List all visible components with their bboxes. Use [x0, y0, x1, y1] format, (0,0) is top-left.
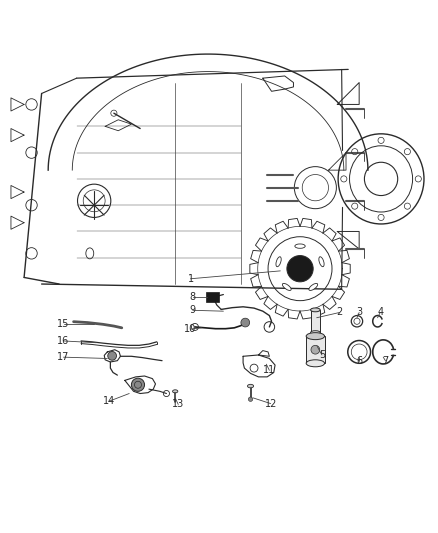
Text: 13: 13 — [172, 399, 184, 409]
Text: 7: 7 — [382, 356, 389, 366]
Text: 1: 1 — [187, 274, 194, 284]
Ellipse shape — [306, 360, 325, 367]
Ellipse shape — [311, 308, 320, 312]
Ellipse shape — [283, 284, 291, 290]
Ellipse shape — [306, 333, 325, 340]
Text: 9: 9 — [190, 305, 196, 316]
Text: 5: 5 — [319, 350, 325, 360]
Text: 10: 10 — [184, 324, 197, 334]
Ellipse shape — [311, 330, 320, 335]
Circle shape — [248, 397, 253, 401]
Text: 2: 2 — [336, 308, 343, 318]
Circle shape — [131, 378, 145, 391]
Text: 16: 16 — [57, 336, 70, 346]
Bar — [306, 336, 325, 364]
Ellipse shape — [319, 257, 324, 266]
Text: 8: 8 — [190, 292, 196, 302]
Text: 11: 11 — [263, 365, 276, 375]
Text: 4: 4 — [377, 308, 383, 318]
Circle shape — [241, 318, 250, 327]
Text: 17: 17 — [57, 352, 70, 362]
Ellipse shape — [173, 390, 178, 393]
Bar — [206, 292, 219, 302]
Text: 12: 12 — [265, 399, 277, 409]
Bar — [311, 310, 320, 333]
Text: 3: 3 — [356, 308, 362, 318]
Ellipse shape — [295, 244, 305, 248]
Circle shape — [108, 351, 117, 360]
Text: 14: 14 — [102, 397, 115, 406]
Circle shape — [287, 255, 313, 282]
Ellipse shape — [247, 384, 254, 388]
Circle shape — [311, 345, 320, 354]
Ellipse shape — [309, 284, 318, 290]
Text: 6: 6 — [356, 356, 362, 366]
Text: 15: 15 — [57, 319, 70, 329]
Ellipse shape — [276, 257, 281, 266]
